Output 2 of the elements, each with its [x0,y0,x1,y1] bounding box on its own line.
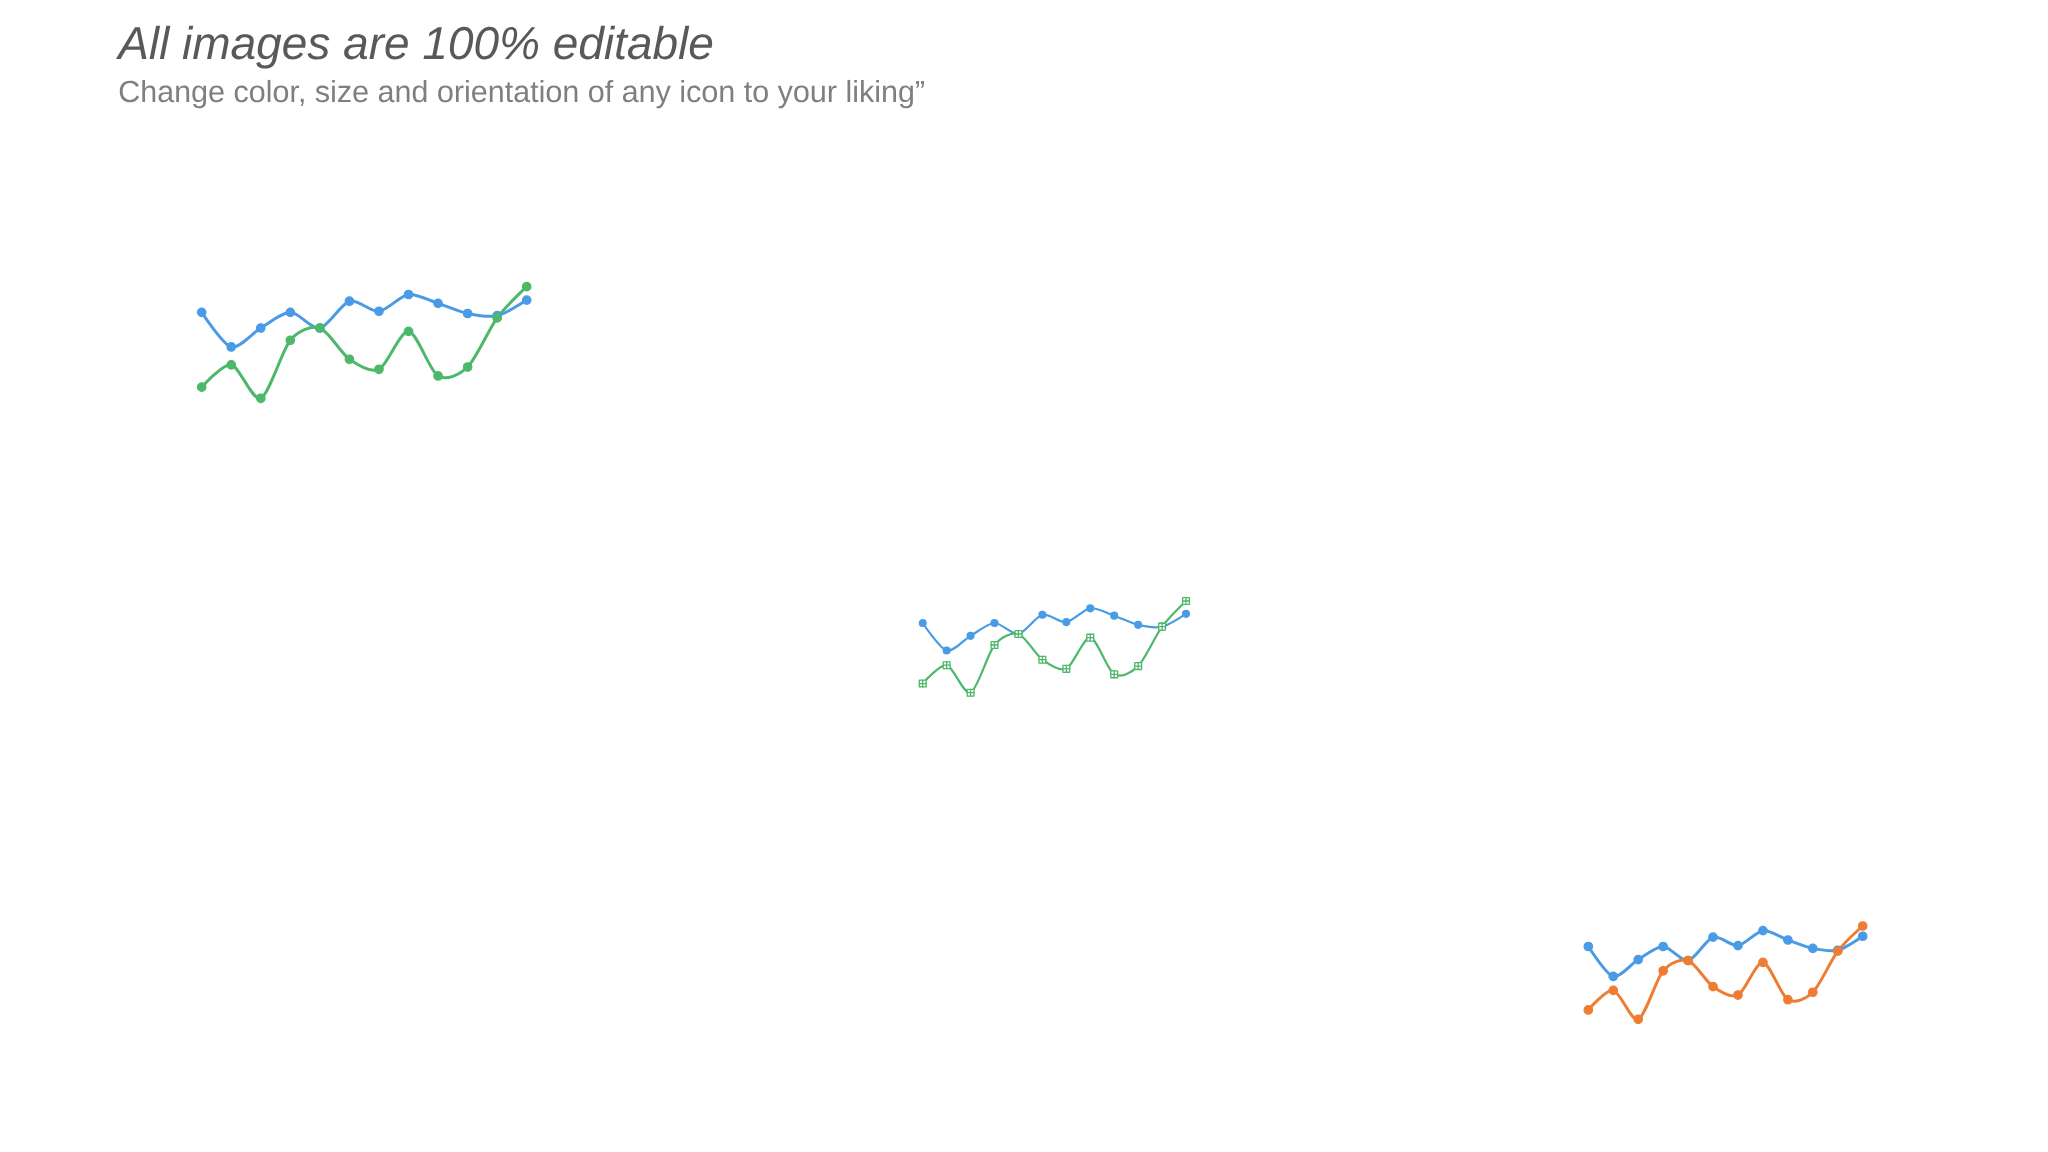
chart-title: All images are 100% editable [115,25,713,69]
chart-subtitle: Change color, size and orientation of any icon to your liking” [119,79,924,109]
